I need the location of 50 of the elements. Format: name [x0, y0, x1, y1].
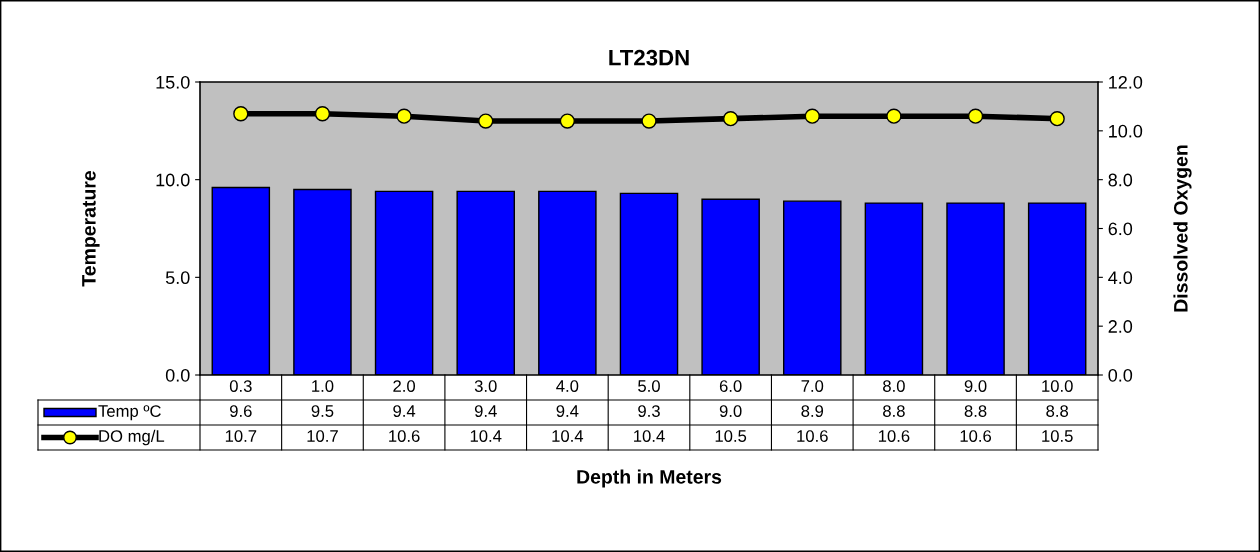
data-label: 9.0 [719, 405, 742, 417]
data-label: 10.7 [307, 430, 338, 442]
data-label: 10.6 [389, 430, 420, 442]
data-label: 9.6 [230, 405, 252, 417]
y2-tick-label: 4.0 [1108, 271, 1133, 285]
data-label: 10.6 [960, 430, 992, 442]
y-axis-title: Temperature [82, 170, 100, 287]
x-tick-label: 1.0 [312, 380, 334, 392]
data-label: 9.4 [556, 405, 579, 417]
data-label: 8.8 [883, 405, 905, 417]
x-tick-label: 3.0 [474, 380, 497, 392]
x-tick-label: 7.0 [801, 380, 824, 392]
legend-label: DO mg/L [99, 429, 165, 446]
data-label: 9.4 [474, 405, 497, 417]
x-tick-label: 2.0 [393, 380, 416, 392]
y-tick-label: 15.0 [156, 75, 190, 89]
y2-tick-label: 10.0 [1109, 124, 1143, 138]
y2-tick-label: 2.0 [1108, 320, 1133, 333]
data-label: 10.4 [552, 430, 584, 442]
data-label: 10.5 [1042, 430, 1073, 442]
y2-tick-label: 12.0 [1109, 75, 1143, 89]
y2-tick-label: 6.0 [1108, 222, 1133, 236]
y2-axis-title: Dissolved Oxygen [1173, 145, 1192, 312]
data-label: 8.8 [964, 405, 987, 417]
data-label: 10.4 [470, 430, 502, 442]
chart-title: LT23DN [609, 49, 689, 66]
x-tick-label: 6.0 [719, 380, 742, 392]
y-tick-label: 10.0 [156, 173, 190, 187]
legend-label: Temp ºC [98, 405, 161, 421]
y2-tick-label: 0.0 [1108, 368, 1133, 382]
x-tick-label: 5.0 [638, 380, 660, 392]
data-label: 9.4 [393, 405, 416, 417]
x-axis-title: Depth in Meters [577, 469, 722, 488]
x-tick-label: 8.0 [883, 380, 905, 392]
x-tick-label: 4.0 [556, 380, 579, 392]
data-label: 10.4 [634, 430, 665, 442]
data-label: 8.8 [1046, 405, 1069, 417]
data-label: 8.9 [801, 405, 824, 417]
y-tick-label: 5.0 [165, 271, 190, 285]
data-label: 10.7 [225, 430, 257, 442]
y2-tick-label: 8.0 [1108, 173, 1133, 187]
x-tick-label: 9.0 [964, 380, 987, 392]
y-tick-label: 0.0 [165, 368, 190, 382]
data-label: 10.6 [878, 430, 910, 442]
data-label: 10.5 [715, 430, 747, 442]
x-tick-label: 0.3 [229, 380, 252, 392]
data-label: 9.3 [638, 405, 660, 417]
data-label: 9.5 [311, 405, 334, 417]
data-label: 10.6 [797, 430, 828, 442]
x-tick-label: 10.0 [1042, 380, 1073, 392]
